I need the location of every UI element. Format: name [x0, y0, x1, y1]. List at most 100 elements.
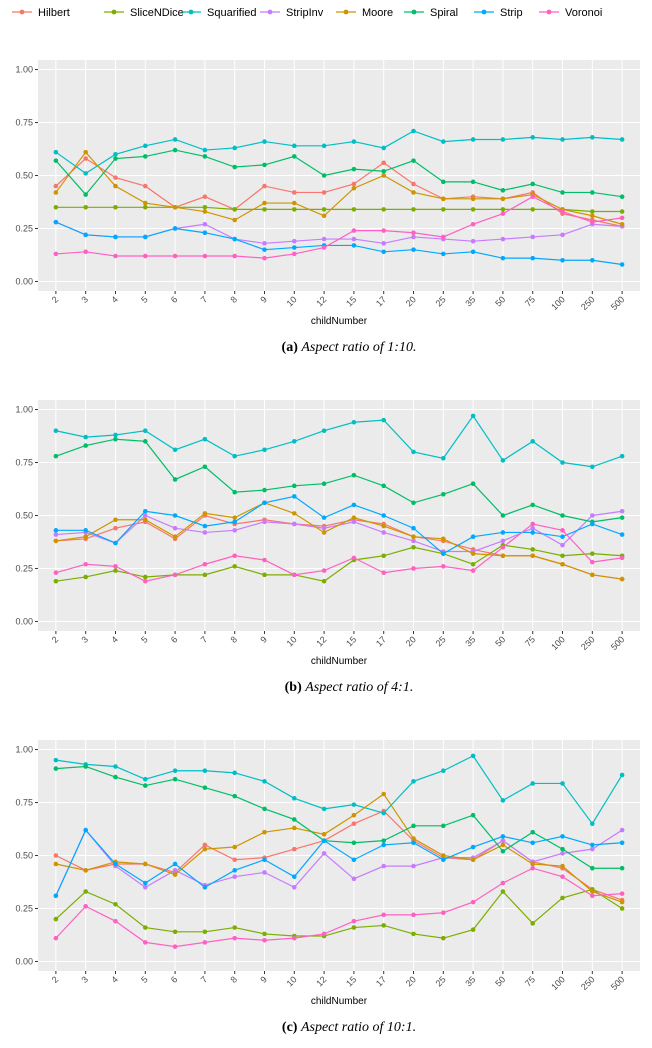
x-tick-label: 35 — [463, 294, 477, 308]
y-tick-label: 0.50 — [15, 511, 33, 521]
data-point — [83, 764, 88, 769]
data-point — [351, 555, 357, 561]
data-point — [619, 262, 625, 267]
data-point — [590, 213, 595, 219]
x-tick-label: 8 — [228, 634, 239, 645]
data-point — [470, 927, 476, 932]
data-point — [500, 196, 506, 202]
data-point — [470, 221, 476, 227]
data-point — [321, 207, 327, 212]
data-point — [590, 559, 595, 565]
data-point — [560, 553, 565, 559]
data-point — [262, 572, 267, 578]
data-point — [202, 561, 208, 567]
data-point — [232, 207, 237, 212]
data-point — [500, 798, 506, 803]
y-tick-label: 0.00 — [15, 616, 33, 626]
data-point — [321, 806, 327, 812]
data-point — [142, 513, 148, 518]
data-point — [351, 228, 357, 233]
data-point — [142, 861, 148, 867]
data-point — [619, 865, 625, 871]
caption-text: Aspect ratio of 4:1. — [304, 680, 413, 695]
x-tick-label: 17 — [374, 634, 388, 648]
x-tick-label: 25 — [434, 634, 448, 648]
x-tick-label: 17 — [374, 974, 388, 988]
data-point — [113, 432, 118, 438]
data-point — [530, 521, 536, 527]
data-point — [53, 183, 59, 189]
data-point — [500, 207, 506, 212]
series-line — [55, 130, 623, 175]
data-point — [321, 530, 327, 535]
x-tick-label: 2 — [50, 974, 61, 985]
data-point — [530, 553, 536, 559]
data-point — [411, 128, 416, 134]
data-point — [53, 528, 59, 533]
x-tick-label: 5 — [139, 294, 150, 305]
data-point — [441, 234, 446, 240]
data-point — [470, 753, 476, 759]
data-point — [530, 921, 536, 926]
data-point — [590, 219, 595, 225]
data-point — [619, 137, 625, 142]
x-tick-label: 10 — [285, 634, 299, 648]
data-point — [53, 204, 59, 210]
data-point — [590, 842, 595, 848]
x-tick-label: 3 — [79, 974, 90, 985]
data-point — [172, 534, 178, 539]
data-point — [500, 544, 506, 550]
data-point — [411, 779, 416, 784]
data-point — [142, 508, 148, 514]
data-point — [142, 234, 148, 240]
data-point — [351, 515, 357, 520]
x-tick-label: 250 — [579, 294, 597, 312]
data-point — [411, 836, 416, 841]
data-point — [262, 247, 267, 252]
y-tick-label: 1.00 — [15, 405, 33, 415]
data-point — [291, 439, 297, 444]
y-tick-label: 1.00 — [15, 745, 33, 755]
data-point — [381, 145, 387, 151]
x-tick-label: 5 — [139, 974, 150, 985]
data-point — [441, 251, 446, 257]
data-point — [351, 472, 357, 478]
data-point — [202, 147, 208, 153]
legend-label: Hilbert — [38, 7, 70, 19]
data-point — [321, 236, 327, 242]
legend-label: Moore — [362, 7, 393, 19]
data-point — [530, 194, 536, 199]
data-point — [291, 884, 297, 890]
data-point — [530, 234, 536, 240]
data-point — [83, 868, 88, 873]
data-point — [113, 564, 118, 569]
data-point — [232, 564, 237, 569]
data-point — [351, 207, 357, 212]
x-tick-label: 25 — [434, 294, 448, 308]
x-tick-label: 7 — [199, 294, 210, 305]
legend-key-dot — [188, 9, 194, 15]
series-line — [55, 888, 623, 939]
y-tick-label: 0.50 — [15, 851, 33, 861]
data-point — [321, 578, 327, 584]
data-point — [500, 848, 506, 854]
data-point — [202, 511, 208, 516]
data-point — [113, 774, 118, 780]
data-point — [470, 551, 476, 556]
data-point — [560, 846, 565, 852]
x-tick-label: 15 — [344, 634, 358, 648]
data-point — [590, 209, 595, 214]
x-tick-label: 7 — [199, 974, 210, 985]
data-point — [619, 532, 625, 537]
x-tick-label: 35 — [463, 634, 477, 648]
data-point — [202, 768, 208, 774]
data-point — [411, 181, 416, 187]
data-point — [381, 207, 387, 212]
data-point — [53, 538, 59, 544]
data-point — [560, 460, 565, 465]
caption: (b) Aspect ratio of 4:1. — [285, 680, 414, 695]
data-point — [172, 525, 178, 531]
data-point — [262, 857, 267, 863]
x-tick-label: 17 — [374, 294, 388, 308]
